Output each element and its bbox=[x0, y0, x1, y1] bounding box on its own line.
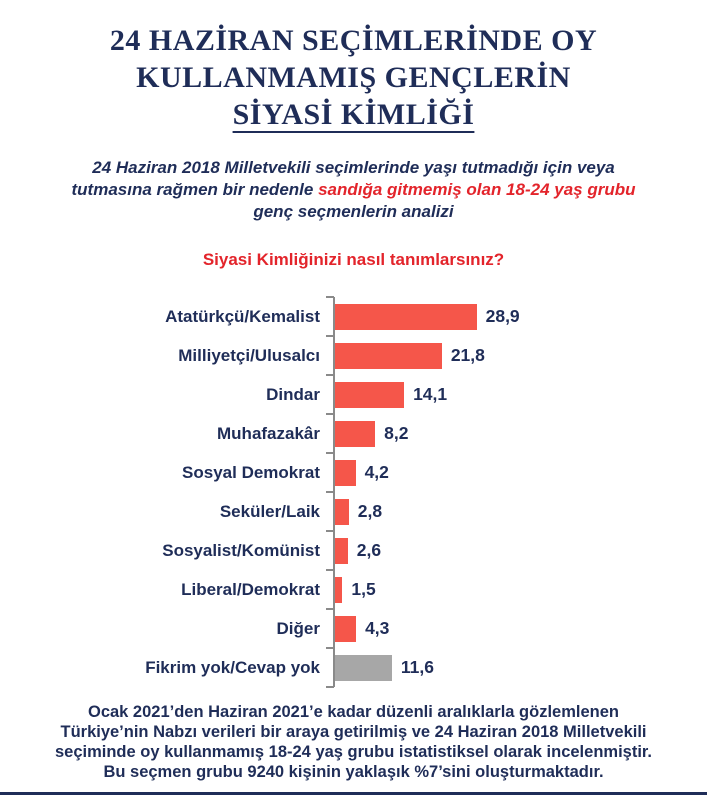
bar-value-label: 1,5 bbox=[351, 579, 376, 599]
category-label: Liberal/Demokrat bbox=[181, 579, 320, 599]
footer-note: Ocak 2021’den Haziran 2021’e kadar düzen… bbox=[0, 702, 707, 782]
bar-area: 28,9 bbox=[326, 296, 707, 336]
bar-area: 4,3 bbox=[326, 608, 707, 648]
bar-area: 1,5 bbox=[326, 569, 707, 609]
category-label: Seküler/Laik bbox=[219, 501, 320, 521]
subtitle-highlight: sandığa gitmemiş olan 18-24 yaş grubu bbox=[318, 180, 636, 199]
subtitle-line-2: tutmasına rağmen bir nedenle sandığa git… bbox=[0, 179, 707, 201]
bar bbox=[335, 537, 348, 564]
bar-value-label: 11,6 bbox=[400, 657, 434, 677]
footer-line-4: Bu seçmen grubu 9240 kişinin yaklaşık %7… bbox=[103, 763, 604, 781]
category-label: Muhafazakâr bbox=[217, 423, 320, 443]
footer-line-3: seçiminde oy kullanmamış 18-24 yaş grubu… bbox=[54, 743, 652, 761]
page-title: 24 HAZİRAN SEÇİMLERİNDE OY KULLANMAMIŞ G… bbox=[0, 0, 707, 133]
category-label: Diğer bbox=[276, 618, 320, 638]
bar-area: 8,2 bbox=[326, 413, 707, 453]
bar bbox=[335, 303, 477, 330]
chart-row: Muhafazakâr 8,2 bbox=[0, 413, 707, 453]
footer-line-1: Ocak 2021’den Haziran 2021’e kadar düzen… bbox=[87, 703, 619, 721]
bottom-divider bbox=[0, 792, 707, 795]
chart-question: Siyasi Kimliğinizi nasıl tanımlarsınız? bbox=[202, 250, 505, 269]
bar-value-label: 28,9 bbox=[485, 306, 520, 326]
subtitle: 24 Haziran 2018 Milletvekili seçimlerind… bbox=[0, 157, 707, 223]
bar bbox=[335, 615, 357, 642]
chart-row: Sosyal Demokrat 4,2 bbox=[0, 452, 707, 492]
bar-value-label: 2,6 bbox=[356, 540, 382, 560]
category-label: Sosyal Demokrat bbox=[182, 462, 320, 482]
bar-area: 2,8 bbox=[326, 491, 707, 531]
category-label: Sosyalist/Komünist bbox=[162, 540, 320, 560]
bar-area: 21,8 bbox=[326, 335, 707, 375]
bar-area: 14,1 bbox=[326, 374, 707, 414]
chart-row: Milliyetçi/Ulusalcı 21,8 bbox=[0, 335, 707, 375]
bar-value-label: 2,8 bbox=[357, 501, 383, 521]
bar-value-label: 8,2 bbox=[384, 423, 409, 443]
bar bbox=[335, 420, 376, 447]
subtitle-line-3: genç seçmenlerin analizi bbox=[253, 202, 454, 221]
chart-row: Diğer 4,3 bbox=[0, 608, 707, 648]
bar bbox=[335, 654, 392, 681]
title-line-3: SİYASİ KİMLİĞİ bbox=[232, 98, 475, 131]
bar bbox=[335, 342, 442, 369]
category-label: Fikrim yok/Cevap yok bbox=[145, 657, 320, 677]
chart-row: Fikrim yok/Cevap yok 11,6 bbox=[0, 647, 707, 688]
bar bbox=[335, 498, 349, 525]
subtitle-line-2-normal: tutmasına rağmen bir nedenle bbox=[71, 180, 319, 199]
bar-area: 2,6 bbox=[326, 530, 707, 570]
category-label: Dindar bbox=[266, 384, 320, 404]
category-label: Atatürkçü/Kemalist bbox=[165, 306, 320, 326]
bar-area: 11,6 bbox=[326, 647, 707, 688]
title-line-1: 24 HAZİRAN SEÇİMLERİNDE OY bbox=[109, 24, 598, 57]
bar-value-label: 4,3 bbox=[365, 618, 390, 638]
bar-chart: Atatürkçü/Kemalist 28,9 Milliyetçi/Ulusalc… bbox=[0, 296, 707, 688]
subtitle-line-1: 24 Haziran 2018 Milletvekili seçimlerind… bbox=[92, 158, 615, 177]
category-label: Milliyetçi/Ulusalcı bbox=[178, 345, 320, 365]
bar-value-label: 4,2 bbox=[364, 462, 389, 482]
chart-row: Liberal/Demokrat 1,5 bbox=[0, 569, 707, 609]
chart-row: Seküler/Laik 2,8 bbox=[0, 491, 707, 531]
bar-value-label: 21,8 bbox=[450, 345, 485, 365]
chart-row: Atatürkçü/Kemalist 28,9 bbox=[0, 296, 707, 336]
bar-area: 4,2 bbox=[326, 452, 707, 492]
bar-value-label: 14,1 bbox=[413, 384, 448, 404]
bar bbox=[335, 381, 405, 408]
bar bbox=[335, 459, 356, 486]
bar bbox=[335, 576, 343, 603]
chart-row: Sosyalist/Komünist 2,6 bbox=[0, 530, 707, 570]
chart-row: Dindar 14,1 bbox=[0, 374, 707, 414]
title-line-2: KULLANMAMIŞ GENÇLERİN bbox=[136, 61, 571, 94]
footer-line-2: Türkiye’nin Nabzı verileri bir araya get… bbox=[60, 723, 647, 741]
